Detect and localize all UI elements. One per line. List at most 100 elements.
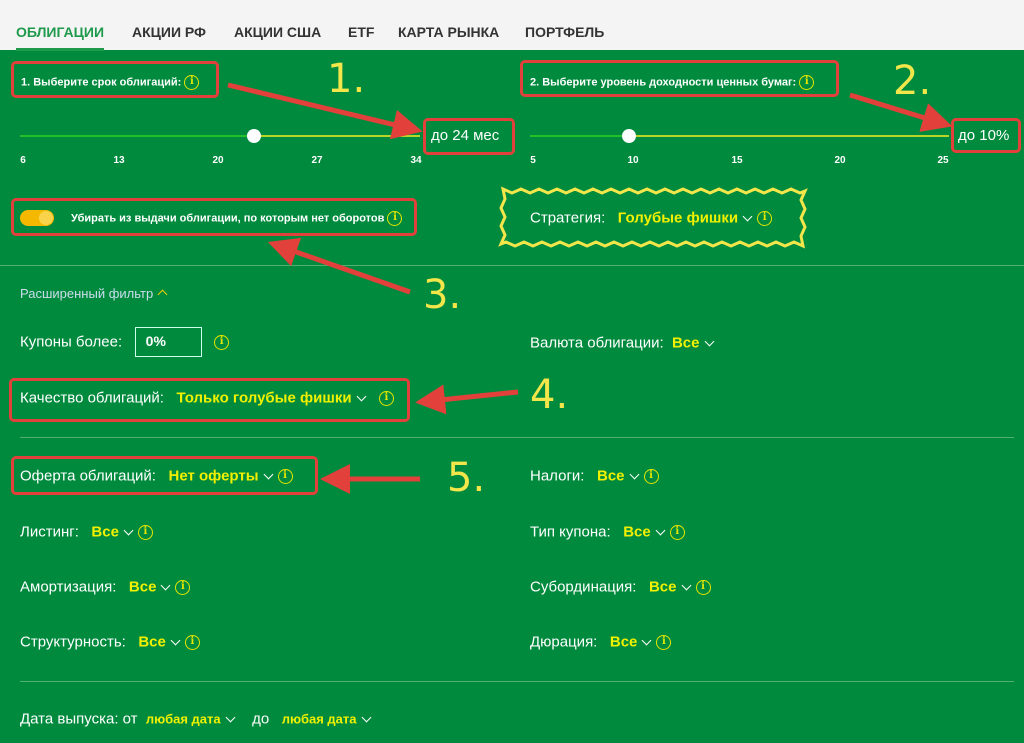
info-icon[interactable]: i <box>669 524 685 540</box>
divider <box>20 437 1014 438</box>
quality-label: Качество облигаций: <box>20 389 164 407</box>
tab-ru-stocks[interactable]: АКЦИИ РФ <box>132 24 206 40</box>
coupon-type-filter[interactable]: Тип купона: Все i <box>530 523 685 541</box>
annotation-number: 4. <box>530 372 569 418</box>
tab-bar: ОБЛИГАЦИИ АКЦИИ РФ АКЦИИ США ETF КАРТА Р… <box>0 0 1024 51</box>
yield-slider-filled[interactable] <box>530 135 629 137</box>
duration-filter[interactable]: Дюрация: Все i <box>530 633 672 651</box>
yield-slider-handle[interactable] <box>622 129 636 143</box>
duration-value[interactable]: Все <box>609 633 638 651</box>
yield-tick: 20 <box>834 155 846 166</box>
taxes-value[interactable]: Все <box>596 467 625 485</box>
info-icon[interactable]: i <box>378 390 394 406</box>
term-label-text: 1. Выберите срок облигаций: <box>21 76 182 89</box>
issue-date-from[interactable]: любая дата <box>145 711 221 727</box>
divider <box>0 265 1024 266</box>
advanced-filter-toggle[interactable]: Расширенный фильтр <box>20 285 172 301</box>
annotation-box <box>520 60 839 97</box>
duration-label: Дюрация: <box>530 633 598 651</box>
term-tick: 13 <box>113 155 125 166</box>
issue-date-to-label: до <box>252 710 270 728</box>
annotation-box <box>11 61 219 98</box>
quality-filter[interactable]: Качество облигаций: Только голубые фишки… <box>20 389 394 407</box>
quality-value[interactable]: Только голубые фишки <box>176 389 352 407</box>
coupon-type-value[interactable]: Все <box>623 523 651 541</box>
info-icon[interactable]: i <box>799 75 815 90</box>
term-slider-handle[interactable] <box>247 129 261 143</box>
info-icon[interactable]: i <box>175 579 191 595</box>
taxes-filter[interactable]: Налоги: Все i <box>530 467 659 485</box>
info-icon[interactable]: i <box>214 334 230 350</box>
term-value: до 24 мес <box>431 127 500 144</box>
yield-label: 2. Выберите уровень доходности ценных бу… <box>530 75 815 90</box>
annotation-number: 5. <box>447 455 486 501</box>
subordination-label: Субординация: <box>530 578 637 596</box>
strategy-label: Стратегия: <box>530 209 606 227</box>
annotation-number: 1. <box>327 56 366 102</box>
amortization-filter[interactable]: Амортизация: Все i <box>20 578 191 596</box>
tab-portfolio[interactable]: ПОРТФЕЛЬ <box>525 24 605 40</box>
info-icon[interactable]: i <box>695 579 711 595</box>
structured-label: Структурность: <box>20 633 126 651</box>
tab-bonds[interactable]: ОБЛИГАЦИИ <box>16 24 105 51</box>
no-turnover-toggle[interactable] <box>20 210 54 226</box>
currency-label: Валюта облигации: <box>530 334 664 352</box>
toggle-label-text: Убирать из выдачи облигации, по которым … <box>71 212 385 225</box>
info-icon[interactable]: i <box>277 468 293 484</box>
annotation-box <box>11 456 318 495</box>
yield-tick: 10 <box>627 155 639 166</box>
amortization-label: Амортизация: <box>20 578 117 596</box>
taxes-label: Налоги: <box>530 467 585 485</box>
advanced-filter-label: Расширенный фильтр <box>20 286 154 302</box>
annotation-number: 2. <box>893 58 932 104</box>
structured-value[interactable]: Все <box>138 633 166 651</box>
coupon-type-label: Тип купона: <box>530 523 611 541</box>
info-icon[interactable]: i <box>656 634 672 650</box>
term-slider-filled[interactable] <box>20 135 254 137</box>
yield-tick: 5 <box>530 155 536 166</box>
currency-filter[interactable]: Валюта облигации: Все <box>530 334 719 352</box>
info-icon[interactable]: i <box>643 468 659 484</box>
yield-label-text: 2. Выберите уровень доходности ценных бу… <box>530 76 797 89</box>
annotation-box <box>11 198 417 236</box>
yield-tick: 25 <box>937 155 949 166</box>
term-slider-track[interactable] <box>254 135 420 137</box>
strategy-highlight-burst <box>498 186 808 249</box>
currency-value[interactable]: Все <box>671 334 700 352</box>
term-label: 1. Выберите срок облигаций: i <box>21 75 200 90</box>
offer-filter[interactable]: Оферта облигаций: Нет оферты i <box>20 467 293 485</box>
subordination-filter[interactable]: Субординация: Все i <box>530 578 711 596</box>
info-icon[interactable]: i <box>137 524 153 540</box>
amortization-value[interactable]: Все <box>128 578 157 596</box>
issue-date-filter: Дата выпуска: от любая дата до любая дат… <box>20 710 376 728</box>
yield-slider-track[interactable] <box>629 135 949 137</box>
annotation-box <box>951 118 1021 153</box>
term-tick: 34 <box>410 155 422 166</box>
info-icon[interactable]: i <box>387 211 403 226</box>
strategy-select[interactable]: Стратегия: Голубые фишки i <box>530 209 773 227</box>
coupons-filter: Купоны более: 0% i <box>20 327 230 357</box>
tab-etf[interactable]: ETF <box>348 24 375 40</box>
coupons-label: Купоны более: <box>20 333 123 351</box>
strategy-value[interactable]: Голубые фишки <box>617 209 739 227</box>
term-tick: 6 <box>20 155 26 166</box>
offer-value[interactable]: Нет оферты <box>168 467 259 485</box>
coupons-input[interactable]: 0% <box>134 327 202 357</box>
listing-filter[interactable]: Листинг: Все i <box>20 523 153 541</box>
tab-market-map[interactable]: КАРТА РЫНКА <box>398 24 500 40</box>
structured-filter[interactable]: Структурность: Все i <box>20 633 200 651</box>
issue-date-label: Дата выпуска: от <box>20 710 138 728</box>
tab-us-stocks[interactable]: АКЦИИ США <box>234 24 322 40</box>
listing-value[interactable]: Все <box>91 523 119 541</box>
offer-label: Оферта облигаций: <box>20 467 156 485</box>
term-tick: 20 <box>212 155 224 166</box>
subordination-value[interactable]: Все <box>648 578 677 596</box>
issue-date-to[interactable]: любая дата <box>281 711 357 727</box>
info-icon[interactable]: i <box>184 634 200 650</box>
yield-tick: 15 <box>731 155 743 166</box>
info-icon[interactable]: i <box>757 210 773 226</box>
annotation-box <box>9 378 410 422</box>
listing-label: Листинг: <box>20 523 79 541</box>
info-icon[interactable]: i <box>184 75 200 90</box>
